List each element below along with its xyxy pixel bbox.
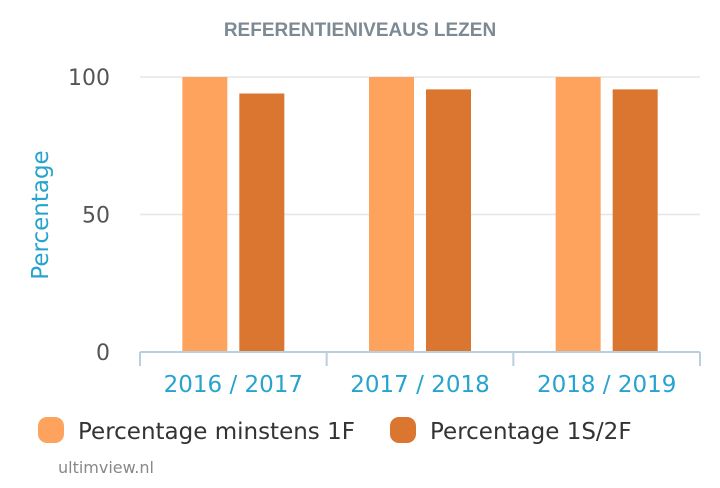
gridlines [140, 76, 700, 216]
bar-1s-2f-2 [612, 89, 658, 352]
x-tick-label: 2017 / 2018 [350, 372, 489, 398]
legend-swatch [38, 417, 64, 443]
legend-label: Percentage 1S/2F [430, 419, 632, 445]
legend: Percentage minstens 1F Percentage 1S/2F [38, 417, 632, 445]
legend-swatch [390, 417, 416, 443]
y-tick-label: 50 [82, 204, 110, 229]
bars [182, 77, 658, 352]
bar-minstens-1f-2 [555, 77, 601, 352]
y-tick-label: 100 [68, 66, 110, 91]
x-axis: 2016 / 2017 2017 / 2018 2018 / 2019 [139, 351, 701, 398]
chart-title: REFERENTIENIVEAUS LEZEN [224, 20, 496, 41]
y-axis-label: Percentage [28, 150, 54, 279]
bar-1s-2f-0 [239, 93, 285, 352]
y-axis-ticks: 0 50 100 [68, 66, 110, 366]
bar-minstens-1f-1 [369, 77, 414, 352]
x-tick-label: 2018 / 2019 [537, 372, 676, 398]
y-tick-label: 0 [96, 341, 110, 366]
credit-text: ultimview.nl [58, 458, 154, 477]
x-tick-label: 2016 / 2017 [164, 372, 303, 398]
legend-label: Percentage minstens 1F [78, 419, 355, 445]
bar-1s-2f-1 [426, 89, 471, 352]
bar-minstens-1f-0 [182, 77, 228, 352]
